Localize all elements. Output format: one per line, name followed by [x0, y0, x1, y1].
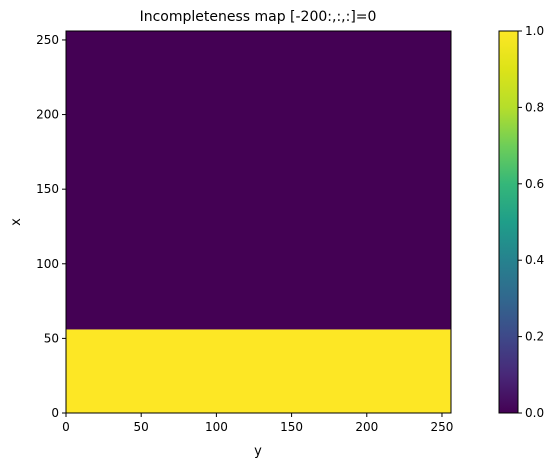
x-axis-label: y [254, 444, 262, 459]
heatmap-area [66, 31, 451, 413]
x-tick-label: 100 [205, 420, 228, 434]
y-tick-label: 50 [44, 331, 59, 345]
heatmap-region-1 [66, 31, 451, 330]
colorbar-tick-label: 0.6 [525, 177, 544, 191]
y-tick-label: 200 [36, 108, 59, 122]
x-tick-label: 150 [280, 420, 303, 434]
x-tick-label: 0 [62, 420, 70, 434]
colorbar-tick-label: 0.4 [525, 253, 544, 267]
x-tick-label: 250 [431, 420, 454, 434]
y-tick-label: 150 [36, 182, 59, 196]
y-tick-label: 0 [51, 406, 59, 420]
y-tick-label: 250 [36, 33, 59, 47]
x-tick-label: 200 [355, 420, 378, 434]
colorbar-ticks: 0.0 0.2 0.4 0.6 0.8 1.0 [518, 24, 544, 420]
colorbar-tick-label: 0.2 [525, 330, 544, 344]
plot-frame [65, 30, 452, 414]
y-axis-ticks: 0 50 100 150 200 250 [36, 33, 66, 420]
y-axis-label: x [9, 218, 24, 226]
x-tick-label: 50 [134, 420, 149, 434]
chart-title: Incompleteness map [-200:,:,:]=0 [140, 9, 377, 25]
y-tick-label: 100 [36, 257, 59, 271]
colorbar-tick-label: 0.0 [525, 406, 544, 420]
colorbar [498, 30, 519, 414]
colorbar-tick-label: 1.0 [525, 24, 544, 38]
colorbar-tick-label: 0.8 [525, 100, 544, 114]
x-axis-ticks: 0 50 100 150 200 250 [62, 413, 453, 434]
heatmap-region-0 [66, 329, 451, 413]
